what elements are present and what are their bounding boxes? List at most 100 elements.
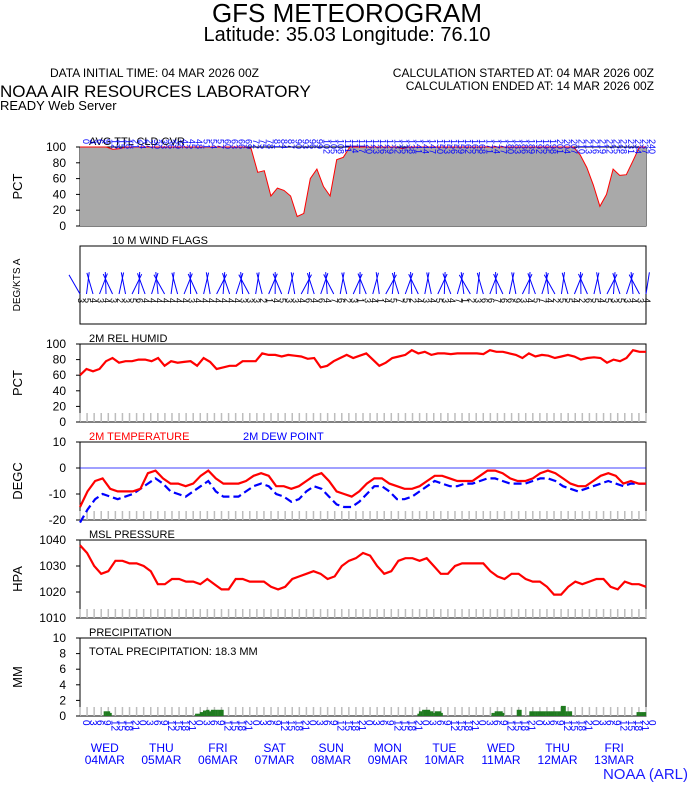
forecast-hour-label: 126 bbox=[378, 139, 388, 154]
wind-barb bbox=[205, 272, 211, 295]
wind-barb bbox=[528, 271, 531, 295]
precip-bar bbox=[105, 711, 108, 716]
precip-bar bbox=[565, 711, 568, 716]
forecast-hour-label: 207 bbox=[569, 139, 579, 154]
hour-tick-label: 18 bbox=[575, 720, 586, 732]
precip-bar bbox=[538, 711, 541, 716]
forecast-hour-label: 213 bbox=[583, 139, 593, 154]
hour-tick-label: 12 bbox=[618, 720, 629, 732]
precip-bar bbox=[541, 711, 544, 716]
hour-tick-label: 15 bbox=[229, 720, 240, 732]
wind-speed-label: 4 bbox=[414, 298, 424, 303]
hour-tick-label: 0 bbox=[80, 720, 91, 726]
precip-bar bbox=[552, 711, 555, 716]
forecast-hour-label: 60 bbox=[223, 139, 233, 149]
wind-barb bbox=[268, 273, 278, 295]
forecast-hour-label: 195 bbox=[541, 139, 551, 154]
y-axis-label: MM bbox=[10, 666, 25, 688]
y-tick-label: 40 bbox=[53, 384, 67, 398]
humidity-line bbox=[79, 348, 646, 376]
hour-tick-label: 18 bbox=[236, 720, 247, 732]
wind-speed-label: 4 bbox=[629, 298, 639, 303]
y-tick-label: 1020 bbox=[39, 585, 66, 599]
hour-tick-label: 18 bbox=[405, 720, 416, 732]
precip-bar bbox=[516, 709, 519, 716]
wind-speed-label: 4 bbox=[161, 298, 171, 303]
wind-speed-label: 3 bbox=[635, 298, 645, 303]
wind-speed-label: 2 bbox=[115, 298, 125, 303]
wind-barb bbox=[341, 272, 348, 295]
panel-frame-4 bbox=[79, 539, 647, 619]
wind-barb bbox=[391, 272, 396, 295]
forecast-hour-label: 15 bbox=[116, 139, 126, 149]
wind-speed-label: 4 bbox=[219, 298, 229, 303]
wind-barb bbox=[357, 273, 367, 295]
wind-barb bbox=[183, 273, 193, 295]
forecast-hour-label: 9 bbox=[102, 139, 112, 144]
forecast-hour-label: 219 bbox=[597, 139, 607, 154]
wind-barb bbox=[460, 272, 465, 295]
forecast-hour-label: 12 bbox=[109, 139, 119, 149]
forecast-hour-label: 78 bbox=[265, 139, 275, 149]
y-axis-label: DEGC bbox=[10, 462, 25, 500]
forecast-hour-label: 96 bbox=[307, 139, 317, 149]
wind-barb bbox=[137, 273, 146, 295]
forecast-hour-label: 33 bbox=[159, 139, 169, 149]
wind-speed-label: 3 bbox=[245, 298, 255, 303]
precip-bar bbox=[497, 711, 500, 716]
wind-barb bbox=[442, 273, 452, 295]
hour-tick-label: 6 bbox=[434, 720, 445, 726]
hour-tick-label: 0 bbox=[533, 720, 544, 726]
precip-bar bbox=[559, 711, 562, 716]
forecast-hour-label: 216 bbox=[590, 139, 600, 154]
wind-speed-label: 3 bbox=[96, 298, 106, 303]
wind-barb bbox=[325, 272, 328, 295]
precip-bar bbox=[417, 713, 420, 716]
wind-barb bbox=[606, 274, 618, 295]
wind-speed-label: 4 bbox=[200, 298, 210, 303]
wind-speed-label: 7 bbox=[330, 298, 340, 303]
precip-bar bbox=[437, 711, 440, 716]
wind-speed-label: 4 bbox=[447, 298, 457, 303]
precip-bar bbox=[549, 711, 552, 716]
wind-speed-label: 6 bbox=[479, 298, 489, 303]
hour-tick-label: 3 bbox=[200, 720, 211, 726]
wind-speed-label: 3 bbox=[518, 298, 528, 303]
date-label: 07MAR bbox=[255, 753, 295, 767]
hour-tick-label: 9 bbox=[271, 720, 282, 726]
hour-tick-label: 12 bbox=[222, 720, 233, 732]
forecast-hour-label: 162 bbox=[463, 139, 473, 154]
hour-tick-label: 6 bbox=[264, 720, 275, 726]
wind-barb bbox=[596, 272, 601, 295]
forecast-hour-label: 0 bbox=[81, 139, 91, 144]
wind-speed-label: 4 bbox=[427, 298, 437, 303]
wind-speed-label: 2 bbox=[577, 298, 587, 303]
day-of-week-label: WED bbox=[487, 741, 515, 755]
wind-speed-label: 4 bbox=[525, 298, 535, 303]
wind-speed-label: 5 bbox=[434, 298, 444, 303]
wind-speed-label: 4 bbox=[193, 298, 203, 303]
hour-tick-label: 3 bbox=[87, 720, 98, 726]
hour-tick-label: 9 bbox=[611, 720, 622, 726]
forecast-hour-label: 135 bbox=[399, 139, 409, 154]
wind-barb bbox=[222, 272, 226, 295]
wind-barb bbox=[104, 271, 107, 295]
wind-speed-label: 4 bbox=[89, 298, 99, 303]
hour-tick-label: 3 bbox=[370, 720, 381, 726]
forecast-hour-label: 192 bbox=[534, 139, 544, 154]
forecast-hour-label: 201 bbox=[555, 139, 565, 154]
hour-tick-label: 15 bbox=[172, 720, 183, 732]
wind-speed-label: 5 bbox=[531, 298, 541, 303]
wind-barb bbox=[307, 272, 311, 295]
wind-barb bbox=[578, 273, 588, 295]
hour-tick-label: 15 bbox=[342, 720, 353, 732]
wind-barb bbox=[99, 273, 108, 295]
wind-speed-label: 4 bbox=[148, 298, 158, 303]
wind-barb bbox=[612, 273, 621, 295]
forecast-hour-label: 156 bbox=[449, 139, 459, 154]
wind-speed-label: 6 bbox=[336, 298, 346, 303]
wind-barb bbox=[320, 273, 329, 295]
forecast-hour-label: 234 bbox=[633, 139, 643, 154]
forecast-hour-label: 84 bbox=[279, 139, 289, 149]
wind-barb bbox=[240, 272, 244, 295]
